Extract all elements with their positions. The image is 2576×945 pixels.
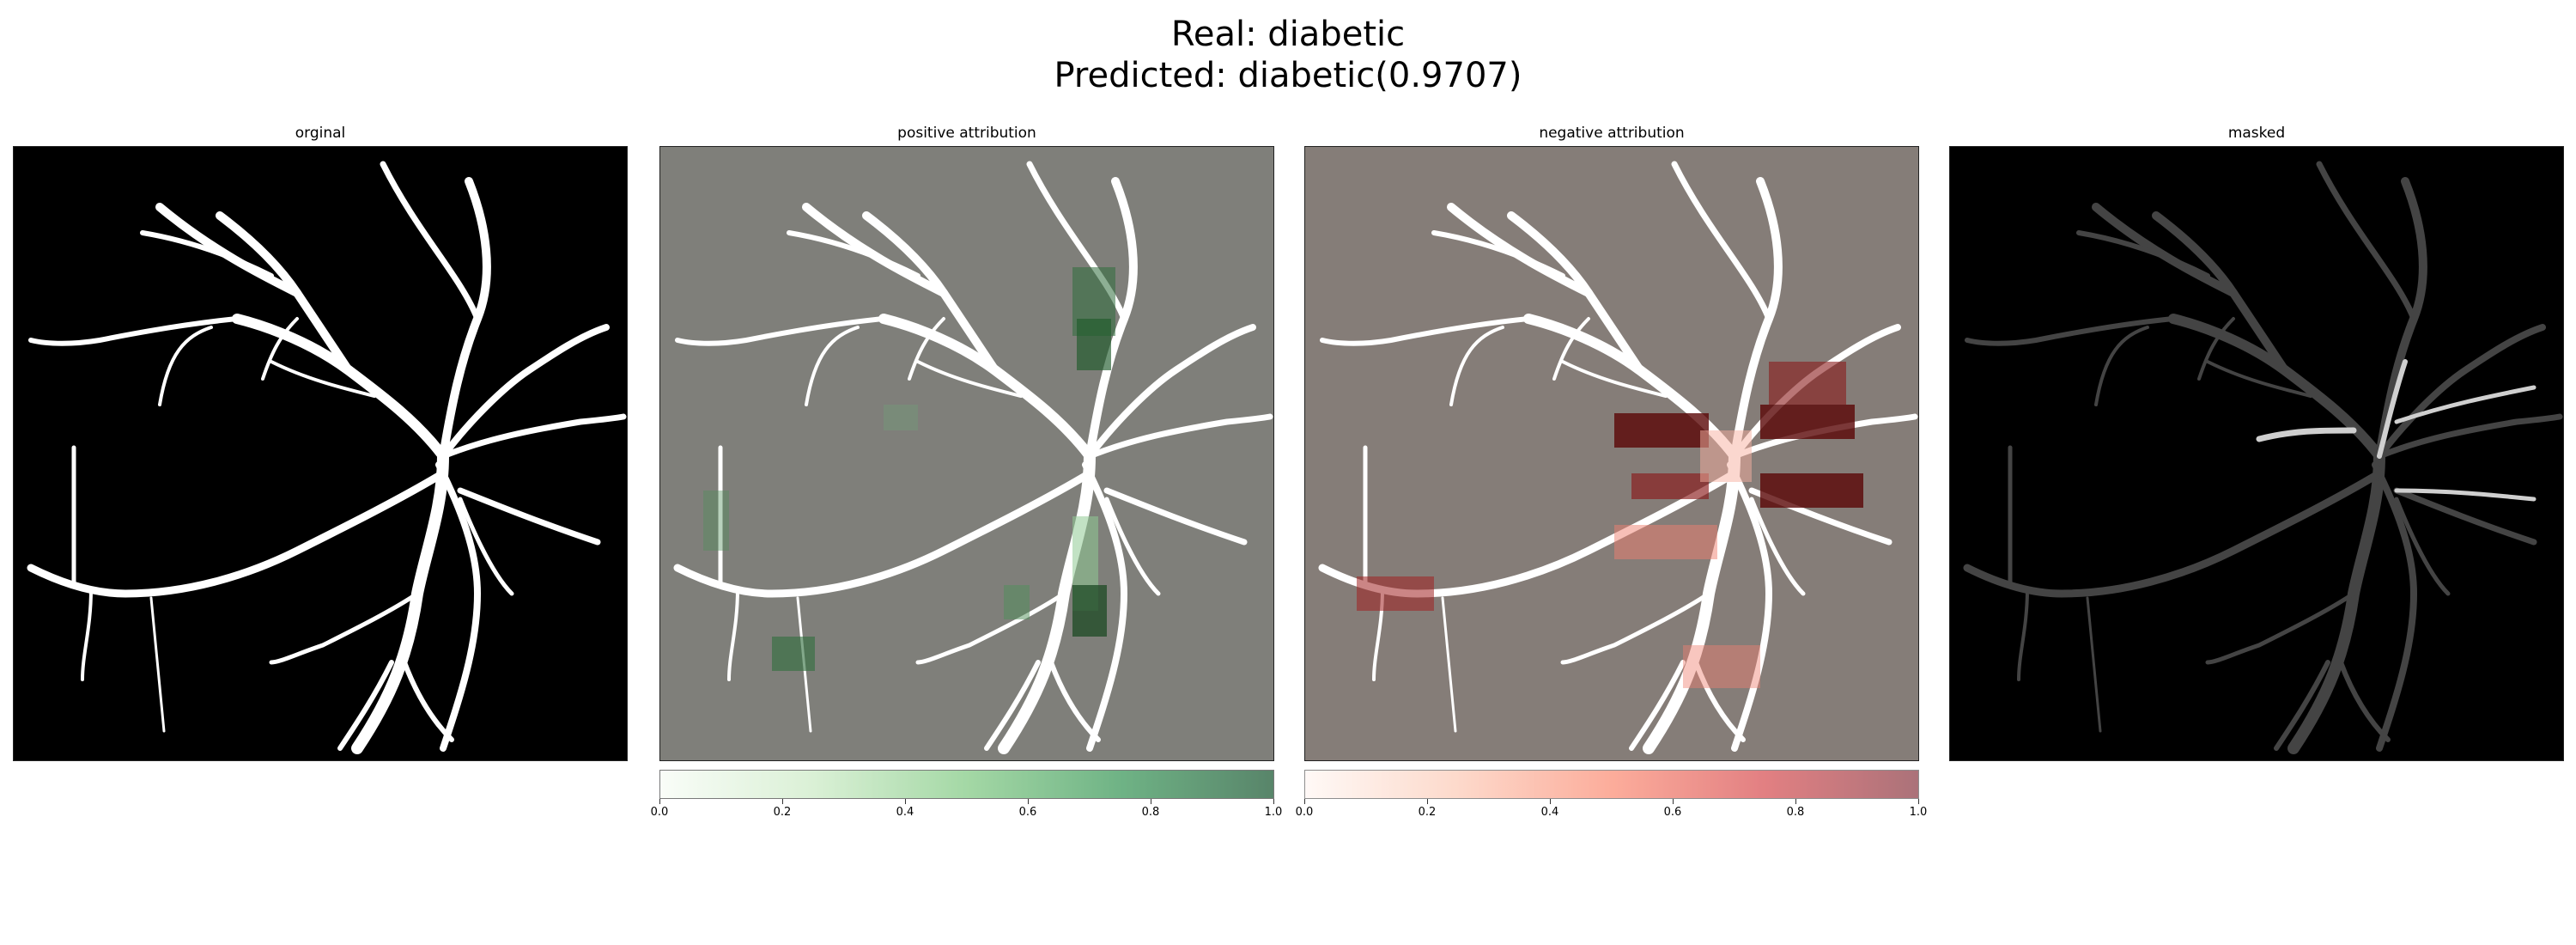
- masked-image: [1950, 147, 2563, 760]
- figure-title-real: Real: diabetic: [1170, 15, 1406, 54]
- negative-tick-label: 0.2: [1418, 806, 1437, 819]
- positive-tick: [1273, 799, 1274, 804]
- panel-masked: [1949, 146, 2564, 761]
- negative-tick: [1427, 799, 1428, 804]
- negative-tick-label: 1.0: [1909, 806, 1928, 819]
- masked-visible-vessels: [2256, 359, 2537, 502]
- positive-tick: [782, 799, 783, 804]
- negative-tick: [1304, 799, 1305, 804]
- negative-tick-label: 0.4: [1540, 806, 1559, 819]
- original-image: [14, 147, 627, 760]
- positive-attribution-image: [660, 147, 1273, 760]
- positive-tick-label: 0.2: [773, 806, 792, 819]
- panel-title-masked: masked: [2227, 125, 2286, 142]
- positive-tick-label: 0.0: [650, 806, 669, 819]
- negative-tick: [1550, 799, 1551, 804]
- negative-tick-label: 0.8: [1786, 806, 1805, 819]
- positive-tick-label: 1.0: [1264, 806, 1283, 819]
- positive-tick-label: 0.6: [1018, 806, 1037, 819]
- panel-title-positive: positive attribution: [897, 125, 1036, 142]
- positive-tick: [905, 799, 906, 804]
- panel-positive-attribution: [659, 146, 1274, 761]
- negative-colorbar: [1304, 770, 1919, 799]
- negative-tick-label: 0.6: [1663, 806, 1682, 819]
- negative-attribution-heat: [1357, 362, 1863, 688]
- positive-tick: [1028, 799, 1029, 804]
- positive-attribution-heat: [703, 267, 1115, 671]
- figure-title-predicted: Predicted: diabetic(0.9707): [1054, 56, 1522, 95]
- panel-title-negative: negative attribution: [1539, 125, 1685, 142]
- negative-tick-label: 0.0: [1295, 806, 1314, 819]
- negative-tick: [1795, 799, 1796, 804]
- positive-tick-label: 0.4: [896, 806, 914, 819]
- panel-original: [13, 146, 628, 761]
- positive-tick-label: 0.8: [1141, 806, 1160, 819]
- negative-attribution-image: [1305, 147, 1918, 760]
- positive-tick: [659, 799, 660, 804]
- panel-title-original: orginal: [295, 125, 346, 142]
- negative-tick: [1673, 799, 1674, 804]
- panel-negative-attribution: [1304, 146, 1919, 761]
- negative-tick: [1918, 799, 1919, 804]
- positive-colorbar: [659, 770, 1274, 799]
